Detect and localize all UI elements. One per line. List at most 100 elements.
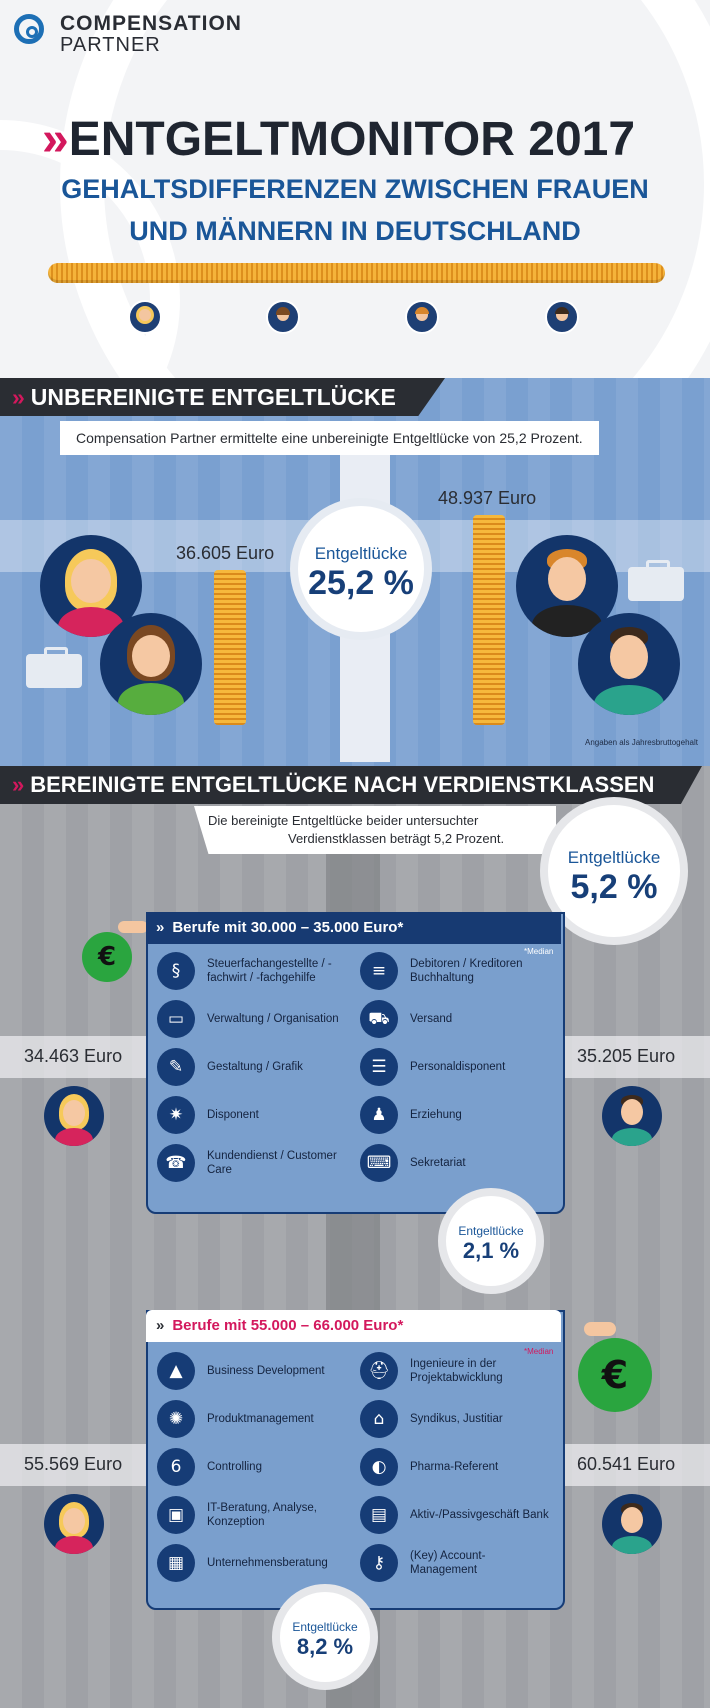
profession-item: ♟ Erziehung (360, 1096, 550, 1134)
men-salary: 48.937 Euro (438, 488, 537, 508)
profession-icon: ▦ (157, 1544, 195, 1582)
face (621, 1507, 643, 1533)
women-salary: 34.463 Euro (24, 1046, 123, 1066)
face (610, 635, 648, 679)
women-salary: 55.569 Euro (24, 1454, 123, 1474)
profession-item: ⛟ Versand (360, 1000, 550, 1038)
panel-header: » Berufe mit 30.000 – 35.000 Euro* (146, 912, 561, 944)
profession-label: Kundendienst / Customer Care (207, 1150, 337, 1176)
profession-item: ✎ Gestaltung / Grafik (157, 1048, 342, 1086)
man-avatar-icon (545, 300, 579, 334)
profession-label: Debitoren / Kreditoren Buchhaltung (410, 958, 523, 984)
woman-avatar-icon (128, 300, 162, 334)
profession-icon: ♟ (360, 1096, 398, 1134)
woman-avatar-icon (266, 300, 300, 334)
profession-item: ⌨ Sekretariat (360, 1144, 550, 1182)
logo-icon (14, 14, 44, 44)
profession-icon: ▣ (157, 1496, 195, 1534)
gap-label: Entgeltlücke (314, 544, 408, 563)
intro-box (194, 806, 556, 854)
profession-label: Ingenieure in der Projektabwicklung (410, 1358, 503, 1384)
woman-avatar (44, 1086, 104, 1146)
double-chevron-icon: » (156, 919, 165, 936)
profession-label: Business Development (207, 1365, 325, 1377)
shirt (594, 685, 664, 715)
face (548, 557, 586, 601)
profession-item: ▦ Unternehmensberatung (157, 1544, 342, 1582)
profession-icon: ⚷ (360, 1544, 398, 1582)
profession-icon: ▭ (157, 1000, 195, 1038)
profession-icon: ✷ (157, 1096, 195, 1134)
section-banner: » UNBEREINIGTE ENTGELTLÜCKE (0, 378, 445, 416)
profession-item: ▣ IT-Beratung, Analyse, Konzeption (157, 1496, 342, 1534)
profession-item: ⛑ Ingenieure in der Projektabwicklung (360, 1352, 550, 1390)
woman-avatar (44, 1494, 104, 1554)
shirt (118, 683, 184, 715)
profession-item: ☎ Kundendienst / Customer Care (157, 1144, 342, 1182)
note-text: Angaben als Jahresbruttogehalt (585, 738, 698, 747)
profession-label: Pharma-Referent (410, 1461, 499, 1473)
gap-value: 2,1 % (462, 1238, 520, 1263)
briefcase-icon (26, 647, 82, 688)
woman-avatar (100, 613, 202, 715)
coin-stack-women (214, 570, 246, 725)
profession-icon: ⛑ (360, 1352, 398, 1390)
man-avatar (516, 535, 618, 637)
chevron-icon: » (42, 113, 69, 166)
men-salary: 35.205 Euro (577, 1046, 676, 1066)
women-salary: 36.605 Euro (176, 543, 275, 563)
intro-text: Die bereinigte Entgeltlücke beider unter… (208, 813, 479, 828)
shirt (612, 1128, 652, 1146)
money-bag-icon: € (82, 932, 132, 982)
shirt (55, 1128, 93, 1146)
panel-title: Berufe mit 55.000 – 66.000 Euro* (172, 1317, 404, 1334)
profession-icon: ✺ (157, 1400, 195, 1438)
panel-title: Berufe mit 30.000 – 35.000 Euro* (172, 919, 404, 936)
profession-label: Gestaltung / Grafik (207, 1061, 303, 1073)
profession-item: ▭ Verwaltung / Organisation (157, 1000, 342, 1038)
profession-icon: ⛟ (360, 1000, 398, 1038)
gap-label: Entgeltlücke (292, 1620, 358, 1634)
coin-stack-men (473, 515, 505, 725)
subtitle: UND MÄNNERN IN DEUTSCHLAND (129, 216, 581, 246)
double-chevron-icon: » (156, 1317, 165, 1334)
logo-text: PARTNER (60, 34, 161, 56)
man-avatar (602, 1086, 662, 1146)
coin-bar (48, 263, 665, 283)
banner-text: UNBEREINIGTE ENTGELTLÜCKE (30, 384, 396, 410)
shirt (612, 1536, 652, 1554)
profession-label: (Key) Account-Management (410, 1550, 486, 1576)
profession-icon: ☎ (157, 1144, 195, 1182)
subtitle: GEHALTSDIFFERENZEN ZWISCHEN FRAUEN (61, 174, 649, 204)
median-note: *Median (524, 947, 554, 956)
profession-icon: ⌨ (360, 1144, 398, 1182)
face (71, 559, 111, 603)
profession-label: Controlling (207, 1461, 262, 1473)
profession-label: Steuerfachangestellte / -fachwirt / -fac… (207, 958, 332, 984)
briefcase-icon (628, 560, 684, 601)
profession-label: Erziehung (410, 1109, 462, 1121)
profession-label: Aktiv-/Passivgeschäft Bank (410, 1509, 549, 1521)
chevron-icon: » (12, 384, 25, 410)
chevron-icon: » (12, 772, 25, 797)
panel-header: » Berufe mit 55.000 – 66.000 Euro* (146, 1310, 561, 1342)
page-title: »ENTGELTMONITOR 2017 (42, 112, 635, 167)
gap-circle: Entgeltlücke 2,1 % (438, 1188, 544, 1294)
gap-circle: Entgeltlücke 25,2 % (290, 498, 432, 640)
profession-item: § Steuerfachangestellte / -fachwirt / -fa… (157, 952, 342, 990)
profession-label: Verwaltung / Organisation (207, 1013, 339, 1025)
gap-circle: Entgeltlücke 8,2 % (272, 1584, 378, 1690)
profession-item: ✺ Produktmanagement (157, 1400, 342, 1438)
profession-label: Unternehmensberatung (207, 1557, 328, 1569)
gap-label: Entgeltlücke (567, 848, 661, 867)
gap-value: 25,2 % (308, 564, 414, 602)
gap-value: 5,2 % (570, 868, 658, 906)
shirt (55, 1536, 93, 1554)
header-area: COMPENSATION PARTNER »ENTGELTMONITOR 201… (0, 0, 710, 380)
man-avatar-icon (405, 300, 439, 334)
profession-item: ⌂ Syndikus, Justitiar (360, 1400, 550, 1438)
profession-icon: 6 (157, 1448, 195, 1486)
profession-label: Personaldisponent (410, 1061, 506, 1073)
hand-icon (118, 921, 148, 933)
face (621, 1099, 643, 1125)
